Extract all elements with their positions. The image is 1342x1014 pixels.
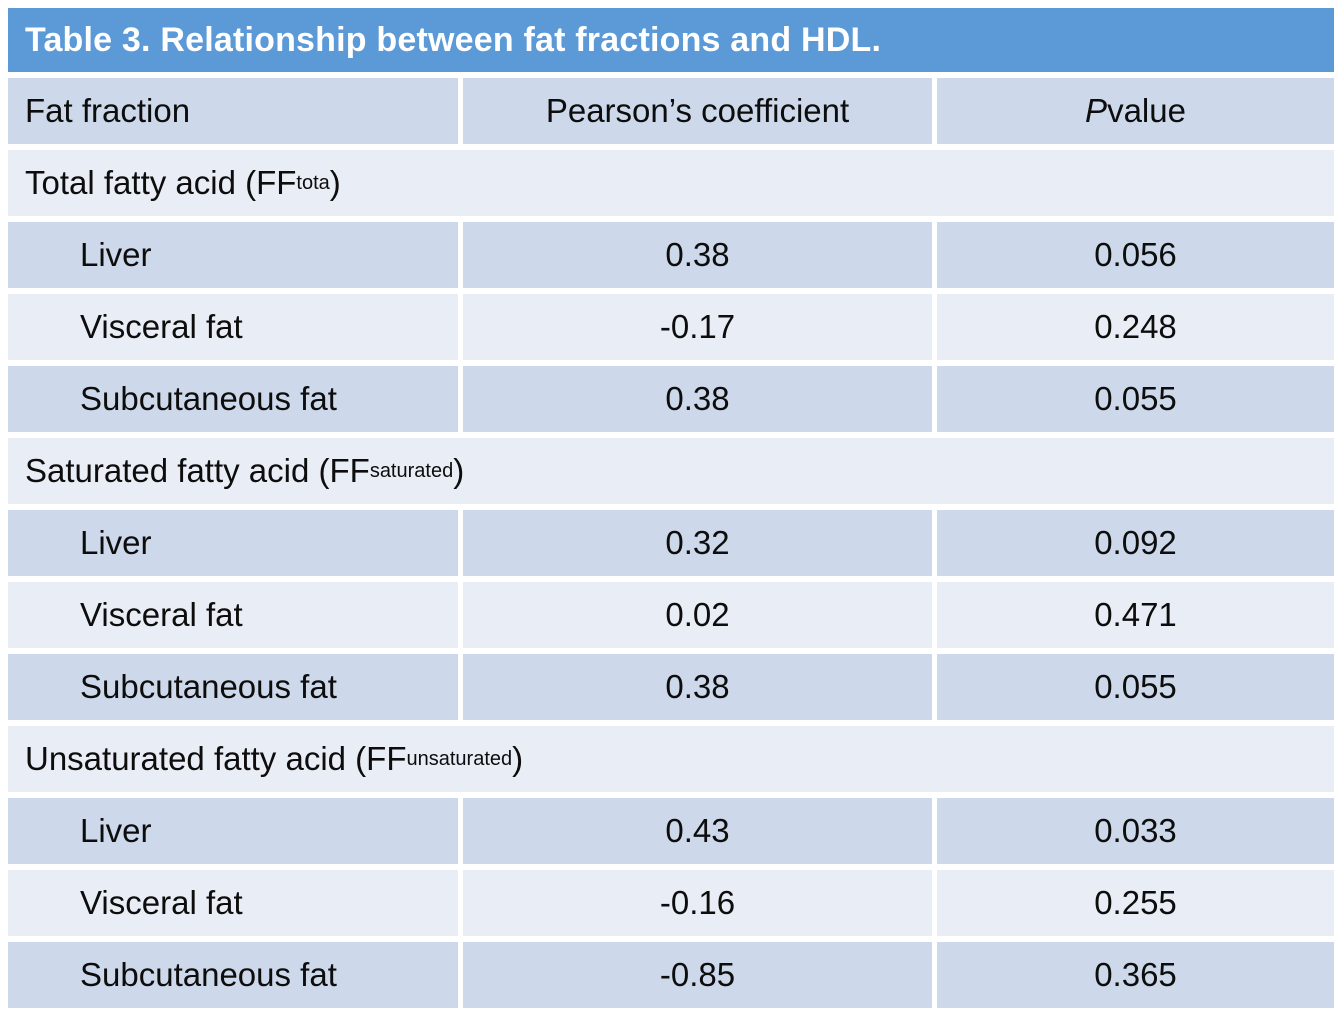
row-label: Subcutaneous fat — [8, 654, 458, 720]
row-label: Subcutaneous fat — [8, 942, 458, 1008]
p-value-rest: value — [1107, 92, 1186, 129]
p-value: 0.092 — [937, 510, 1334, 576]
pearson-value: 0.43 — [463, 798, 932, 864]
pearson-value: -0.85 — [463, 942, 932, 1008]
row-label: Subcutaneous fat — [8, 366, 458, 432]
section-header-total-fatty-acid: Total fatty acid (FF tota) — [8, 150, 1334, 216]
column-header-p-value: P value — [937, 78, 1334, 144]
pearson-value: -0.16 — [463, 870, 932, 936]
table-title-bar: Table 3. Relationship between fat fracti… — [8, 8, 1334, 72]
p-value: 0.033 — [937, 798, 1334, 864]
table-title: Table 3. Relationship between fat fracti… — [25, 20, 882, 59]
column-header-fat-fraction: Fat fraction — [8, 78, 458, 144]
p-value: 0.365 — [937, 942, 1334, 1008]
section-label: Total fatty acid (FF — [25, 164, 297, 201]
column-header-pearson-coefficient: Pearson’s coefficient — [463, 78, 932, 144]
pearson-value: -0.17 — [463, 294, 932, 360]
pearson-value: 0.38 — [463, 366, 932, 432]
p-value: 0.056 — [937, 222, 1334, 288]
p-value: 0.055 — [937, 366, 1334, 432]
pearson-value: 0.38 — [463, 222, 932, 288]
pearson-value: 0.02 — [463, 582, 932, 648]
pearson-value: 0.32 — [463, 510, 932, 576]
p-value: 0.248 — [937, 294, 1334, 360]
row-label: Visceral fat — [8, 294, 458, 360]
section-label: Saturated fatty acid (FF — [25, 452, 370, 489]
section-header-unsaturated-fatty-acid: Unsaturated fatty acid (FF unsaturated) — [8, 726, 1334, 792]
p-value: 0.055 — [937, 654, 1334, 720]
pearson-value: 0.38 — [463, 654, 932, 720]
section-label: Unsaturated fatty acid (FF — [25, 740, 407, 777]
p-value: 0.471 — [937, 582, 1334, 648]
section-label-close: ) — [512, 740, 524, 777]
section-header-saturated-fatty-acid: Saturated fatty acid (FF saturated) — [8, 438, 1334, 504]
row-label: Visceral fat — [8, 870, 458, 936]
p-value: 0.255 — [937, 870, 1334, 936]
row-label: Liver — [8, 510, 458, 576]
section-label-close: ) — [329, 164, 341, 201]
row-label: Liver — [8, 222, 458, 288]
fat-fraction-hdl-table: Fat fraction Pearson’s coefficient P val… — [8, 78, 1334, 1008]
row-label: Visceral fat — [8, 582, 458, 648]
row-label: Liver — [8, 798, 458, 864]
p-value-italic-p: P — [1085, 92, 1108, 129]
section-label-close: ) — [453, 452, 465, 489]
